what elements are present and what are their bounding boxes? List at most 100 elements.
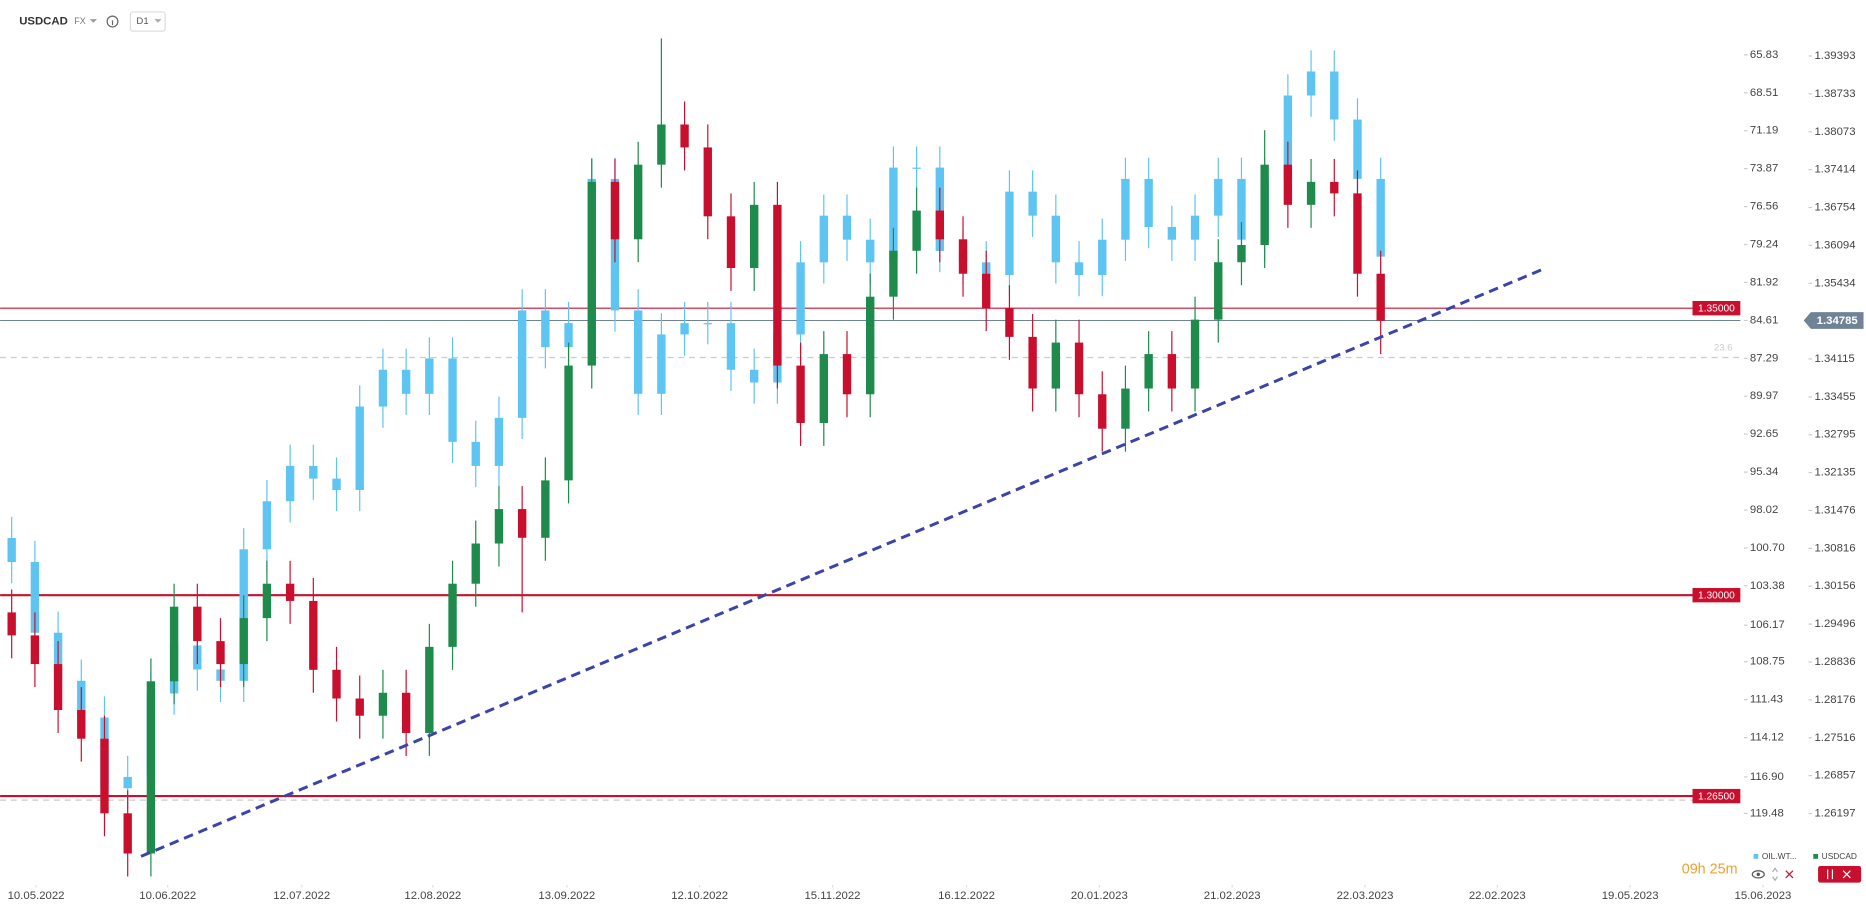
candle-body bbox=[494, 417, 504, 466]
candle-body bbox=[517, 509, 527, 538]
y2-tick-label: 84.61 bbox=[1750, 314, 1778, 326]
y-tick-label: 1.30816 bbox=[1814, 542, 1855, 554]
candle-body bbox=[471, 441, 480, 466]
candle-body bbox=[1353, 193, 1362, 274]
candle-body bbox=[1306, 181, 1316, 205]
x-tick-label: 10.05.2022 bbox=[8, 890, 65, 902]
legend-label[interactable]: USDCAD bbox=[1822, 851, 1857, 861]
candle-body bbox=[750, 369, 759, 383]
current-price-label: 1.34785 bbox=[1817, 315, 1858, 327]
y-tick-label: 1.32135 bbox=[1814, 467, 1855, 479]
candle-body bbox=[912, 210, 921, 251]
x-tick-label: 21.02.2023 bbox=[1204, 890, 1261, 902]
candle-body bbox=[750, 204, 759, 268]
candle-body bbox=[1005, 308, 1014, 337]
x-tick-label: 13.09.2022 bbox=[538, 890, 595, 902]
y2-tick-label: 81.92 bbox=[1750, 276, 1778, 288]
candle-body bbox=[378, 369, 388, 407]
trendline bbox=[140, 267, 1544, 858]
move-icon[interactable] bbox=[1772, 867, 1778, 882]
y2-tick-label: 73.87 bbox=[1750, 163, 1778, 175]
candle-body bbox=[842, 354, 852, 395]
candle-body bbox=[425, 646, 434, 733]
candle-body bbox=[889, 167, 898, 263]
candle-body bbox=[401, 369, 411, 394]
candle-body bbox=[1051, 342, 1061, 389]
candle-body bbox=[378, 692, 388, 716]
x-tick-label: 15.11.2022 bbox=[804, 890, 860, 902]
y-tick-label: 1.38733 bbox=[1814, 88, 1855, 100]
candle-body bbox=[471, 543, 480, 584]
market-dropdown[interactable] bbox=[89, 19, 97, 23]
candle-body bbox=[680, 124, 689, 148]
x-tick-label: 12.10.2022 bbox=[671, 890, 728, 902]
candle-body bbox=[7, 538, 16, 563]
candle-body bbox=[889, 250, 898, 297]
candle-body bbox=[1121, 178, 1130, 240]
y-tick-label: 1.32795 bbox=[1814, 429, 1855, 441]
candle-body bbox=[703, 147, 712, 217]
candle-body bbox=[541, 480, 550, 538]
y2-tick-label: 71.19 bbox=[1750, 125, 1778, 137]
y2-tick-label: 92.65 bbox=[1750, 428, 1778, 440]
info-icon[interactable] bbox=[106, 15, 119, 28]
candle-body bbox=[1283, 95, 1293, 179]
remove-button[interactable] bbox=[1818, 865, 1862, 883]
series-1 bbox=[7, 38, 1385, 877]
legend-label[interactable]: OIL.WT... bbox=[1762, 851, 1797, 861]
y-tick-label: 1.38073 bbox=[1814, 126, 1855, 138]
plot: 23.6 1.35000 1.30000 1.26500 1.39393 1.38733 1… bbox=[0, 38, 1864, 902]
candle-body bbox=[1098, 394, 1107, 429]
y-tick-label: 1.36094 bbox=[1814, 239, 1855, 251]
level-label: 1.30000 bbox=[1698, 590, 1735, 601]
y-tick-label: 1.31476 bbox=[1814, 504, 1855, 516]
y2-tick-label: 89.97 bbox=[1750, 390, 1778, 402]
close-icon[interactable] bbox=[1785, 870, 1794, 879]
candle-body bbox=[564, 365, 573, 481]
legend-swatch bbox=[1753, 853, 1759, 859]
y2-tick-label: 116.90 bbox=[1750, 771, 1784, 783]
x-tick-label: 22.02.2023 bbox=[1469, 890, 1526, 902]
current-price-box bbox=[1803, 312, 1864, 329]
candle-body bbox=[309, 465, 318, 479]
legend-swatch bbox=[1813, 853, 1819, 859]
y-tick-label: 1.36754 bbox=[1814, 201, 1855, 213]
candle-body bbox=[541, 310, 550, 348]
candle-body bbox=[285, 465, 295, 502]
interval[interactable]: D1 bbox=[136, 16, 148, 27]
candle-body bbox=[100, 738, 109, 814]
candle-body bbox=[355, 406, 364, 490]
candle-body bbox=[633, 310, 643, 394]
countdown: 09h 25m bbox=[1682, 861, 1738, 877]
candle-body bbox=[680, 323, 689, 335]
y-tick-label: 1.26197 bbox=[1814, 807, 1855, 819]
x-tick-label: 22.03.2023 bbox=[1337, 890, 1394, 902]
candle-body bbox=[1376, 178, 1385, 257]
market: FX bbox=[74, 16, 85, 26]
y2-tick-label: 111.43 bbox=[1750, 694, 1783, 706]
candle-body bbox=[866, 296, 875, 395]
candle-body bbox=[657, 124, 666, 165]
symbol[interactable]: USDCAD bbox=[19, 16, 68, 28]
candle-body bbox=[332, 669, 341, 699]
y-tick-label: 1.37414 bbox=[1814, 164, 1855, 176]
candle-body bbox=[239, 618, 248, 665]
x-tick-label: 12.07.2022 bbox=[273, 890, 330, 902]
candle-body bbox=[30, 562, 40, 633]
remove-button-icons bbox=[1827, 869, 1851, 880]
candle-body bbox=[448, 583, 457, 647]
y-tick-label: 1.27516 bbox=[1814, 732, 1855, 744]
y2-tick-label: 79.24 bbox=[1750, 239, 1778, 251]
eye-icon[interactable] bbox=[1751, 870, 1765, 879]
x-tick-label: 12.08.2022 bbox=[404, 890, 461, 902]
candle-body bbox=[1190, 215, 1200, 240]
y2-tick-label: 76.56 bbox=[1750, 201, 1778, 213]
candle-body bbox=[262, 501, 272, 550]
y2-tick-label: 100.70 bbox=[1750, 542, 1785, 554]
y2-tick-label: 114.12 bbox=[1750, 732, 1784, 744]
candle-body bbox=[726, 323, 736, 370]
candle-body bbox=[1074, 342, 1084, 395]
interval-box[interactable] bbox=[129, 11, 166, 32]
